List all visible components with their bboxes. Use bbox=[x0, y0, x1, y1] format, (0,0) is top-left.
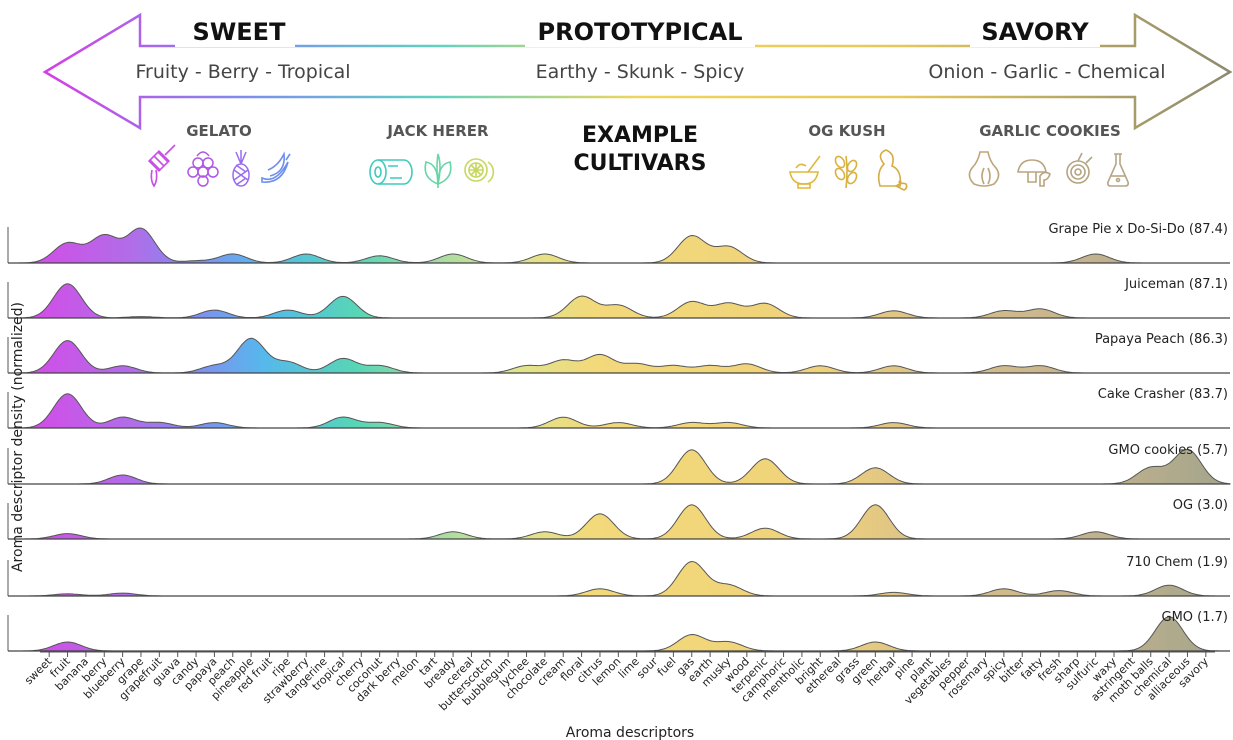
ridge-area bbox=[8, 448, 1231, 485]
ridge-area bbox=[8, 393, 1230, 429]
ridge-label: Cake Crasher (83.7) bbox=[1098, 387, 1228, 402]
ridge-area bbox=[8, 504, 1230, 540]
ridge-area bbox=[8, 560, 1230, 597]
log-icon bbox=[369, 159, 413, 185]
cultivar-og-kush: OG KUSH bbox=[808, 122, 885, 140]
ridgeline-chart: Grape Pie x Do-Si-Do (87.4) Juiceman (87.… bbox=[7, 222, 1231, 652]
ridge-area bbox=[8, 227, 1230, 264]
lemon-slice-icon bbox=[464, 158, 495, 183]
ridge-label: GMO (1.7) bbox=[1162, 610, 1228, 625]
example-label-line2: CULTIVARS bbox=[574, 151, 707, 176]
x-axis-label: Aroma descriptors bbox=[566, 725, 694, 740]
mortar-pestle-icon bbox=[789, 155, 821, 189]
ridge-row: GMO (1.7) bbox=[7, 610, 1230, 652]
banana-icon bbox=[261, 151, 291, 183]
prototypical-title: PROTOTYPICAL bbox=[538, 18, 743, 46]
ridge-area bbox=[8, 283, 1230, 319]
mushroom-icon bbox=[1017, 159, 1051, 187]
ridge-row: Papaya Peach (86.3) bbox=[7, 332, 1230, 374]
ridge-label: Juiceman (87.1) bbox=[1124, 277, 1228, 292]
ridge-label: GMO cookies (5.7) bbox=[1108, 443, 1228, 458]
ridge-row: GMO cookies (5.7) bbox=[7, 443, 1231, 485]
ridge-row: OG (3.0) bbox=[7, 498, 1230, 540]
ridge-area bbox=[8, 616, 1230, 652]
ridge-row: 710 Chem (1.9) bbox=[7, 555, 1230, 597]
sweet-subtitle: Fruity - Berry - Tropical bbox=[135, 61, 350, 83]
honey-dipper-icon bbox=[147, 144, 176, 188]
ridge-label: Papaya Peach (86.3) bbox=[1095, 332, 1228, 347]
garlic-icon bbox=[968, 151, 1000, 187]
herb-sprig-icon bbox=[834, 155, 858, 189]
pineapple-icon bbox=[232, 150, 250, 187]
ridge-label: 710 Chem (1.9) bbox=[1126, 555, 1228, 570]
ridge-row: Cake Crasher (83.7) bbox=[7, 387, 1230, 429]
prototypical-subtitle: Earthy - Skunk - Spicy bbox=[536, 61, 745, 83]
ridge-area bbox=[8, 337, 1230, 374]
example-label-line1: EXAMPLE bbox=[582, 123, 698, 148]
raspberry-icon bbox=[187, 151, 219, 187]
leaf-icon bbox=[424, 153, 452, 188]
ridge-row: Grape Pie x Do-Si-Do (87.4) bbox=[7, 222, 1230, 264]
skunk-icon bbox=[877, 149, 908, 191]
example-cultivars: EXAMPLE CULTIVARS GELATO JACK HERER OG K… bbox=[147, 122, 1129, 191]
savory-title: SAVORY bbox=[981, 18, 1089, 46]
flask-icon bbox=[1107, 153, 1129, 187]
cultivar-garlic-cookies: GARLIC COOKIES bbox=[979, 122, 1121, 140]
ridge-label: Grape Pie x Do-Si-Do (87.4) bbox=[1048, 222, 1228, 237]
spectrum-arrow: SWEET PROTOTYPICAL SAVORY Fruity - Berry… bbox=[42, 12, 1233, 131]
cultivar-gelato: GELATO bbox=[186, 122, 252, 140]
x-axis: sweetfruitbananaberryblueberrygrapegrape… bbox=[22, 651, 1215, 713]
onion-icon bbox=[1066, 152, 1093, 184]
ridge-label: OG (3.0) bbox=[1173, 498, 1228, 513]
arrow-outline bbox=[42, 12, 1233, 131]
ridge-row: Juiceman (87.1) bbox=[7, 277, 1230, 319]
savory-subtitle: Onion - Garlic - Chemical bbox=[928, 61, 1165, 83]
y-axis-label: Aroma descriptor density (normalized) bbox=[10, 302, 26, 572]
cultivar-jack-herer: JACK HERER bbox=[386, 122, 489, 140]
sweet-title: SWEET bbox=[193, 18, 287, 46]
